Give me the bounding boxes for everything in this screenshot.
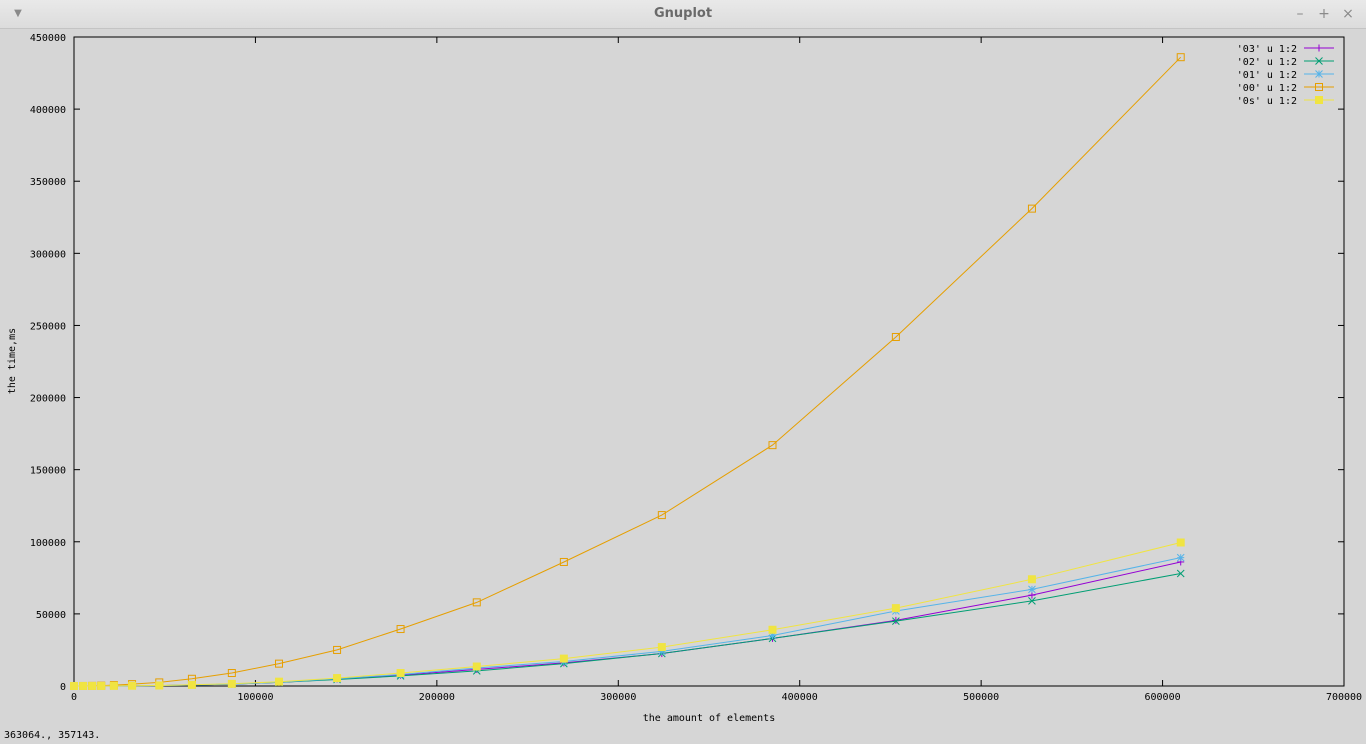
data-point [559,654,568,663]
data-point [1176,553,1185,562]
x-tick-label: 100000 [237,692,273,703]
y-tick-label: 50000 [36,610,66,621]
data-point [891,604,900,613]
minimize-button[interactable]: – [1296,6,1304,22]
data-point [1176,569,1185,578]
data-point [559,557,568,566]
y-axis: 0 50000 100000 150000 200000 250000 300000 3500… [30,33,1344,693]
y-tick-label: 200000 [30,394,66,405]
plot-border [73,36,1345,687]
data-point [1176,538,1185,547]
legend-label: '03' u 1:2 [1237,44,1297,55]
data-point [128,681,137,690]
y-tick-label: 350000 [30,177,66,188]
data-point [227,679,236,688]
data-point [1315,83,1323,91]
series-4 [70,538,1185,690]
x-tick-label: 500000 [963,692,999,703]
data-point [79,681,88,690]
window-title: Gnuplot [653,6,713,21]
data-point [88,681,97,690]
data-point [1315,44,1323,52]
legend-entry: '01' u 1:2 [1237,70,1334,81]
data-point [1028,585,1036,594]
data-point [97,681,106,690]
data-point [657,511,666,520]
series-line [74,557,1181,687]
data-point [657,643,666,652]
series-line [74,573,1181,687]
data-point [396,625,405,634]
x-tick-label: 200000 [419,692,455,703]
title-bar[interactable]: ▼ Gnuplot – + × [0,0,1366,29]
legend-label: '00' u 1:2 [1237,83,1297,94]
x-tick-label: 0 [71,692,77,703]
data-point [275,659,284,668]
data-point [1315,57,1323,65]
plot-canvas[interactable]: 0 100000 200000 300000 400000 500000 600000 700… [0,28,1366,728]
data-point [1315,96,1323,104]
data-point [1028,597,1036,605]
legend-label: '0s' u 1:2 [1237,96,1297,107]
y-tick-label: 400000 [30,105,66,116]
x-tick-label: 400000 [782,692,818,703]
data-point [892,617,900,625]
y-tick-label: 250000 [30,321,66,332]
y-tick-label: 150000 [30,466,66,477]
data-point [109,681,118,690]
status-readout: 363064., 357143. [4,730,101,741]
y-tick-label: 100000 [30,538,66,549]
data-point [396,669,405,678]
x-axis-label: the amount of elements [643,713,775,724]
data-point [333,645,342,654]
series-0 [70,558,1185,690]
data-point [472,662,481,671]
series-line [74,542,1181,687]
data-point [1315,70,1323,78]
y-tick-label: 0 [60,682,66,693]
data-point [768,625,777,634]
chevron-down-icon[interactable]: ▼ [14,8,22,19]
data-point [155,681,164,690]
x-tick-label: 700000 [1326,692,1362,703]
data-point [768,441,777,450]
legend-entry: '03' u 1:2 [1237,44,1334,55]
data-point [891,332,900,341]
legend-entry: '0s' u 1:2 [1237,96,1334,107]
data-point [70,682,78,690]
data-point [275,677,284,686]
y-tick-label: 450000 [30,33,66,44]
legend-entry: '00' u 1:2 [1237,83,1334,94]
data-point [1176,53,1185,62]
data-point [1027,575,1036,584]
legend-entry: '02' u 1:2 [1237,57,1334,68]
maximize-button[interactable]: + [1318,6,1330,22]
data-point [333,674,342,683]
legend-label: '01' u 1:2 [1237,70,1297,81]
legend: '03' u 1:2 '02' u 1:2 '01' u 1:2 '00' u 1:2… [1237,44,1334,107]
data-point [227,669,236,678]
data-point [1027,204,1036,213]
y-axis-label: the time,ms [7,328,18,394]
x-tick-label: 300000 [600,692,636,703]
y-tick-label: 300000 [30,249,66,260]
x-axis: 0 100000 200000 300000 400000 500000 600000 700… [71,37,1362,703]
close-button[interactable]: × [1342,6,1354,22]
series-line [74,561,1181,687]
data-point [472,598,481,607]
data-point [187,680,196,689]
series-2 [70,553,1185,690]
series-layer [70,53,1185,690]
x-tick-label: 600000 [1145,692,1181,703]
series-3 [70,53,1185,690]
legend-label: '02' u 1:2 [1237,57,1297,68]
